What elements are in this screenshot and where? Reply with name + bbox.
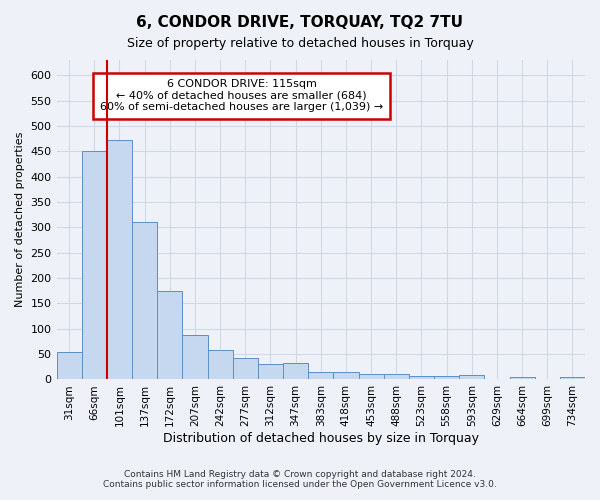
Bar <box>334 372 359 380</box>
Bar <box>308 372 334 380</box>
Bar <box>509 377 535 380</box>
Text: Contains HM Land Registry data © Crown copyright and database right 2024.
Contai: Contains HM Land Registry data © Crown c… <box>103 470 497 489</box>
Bar <box>182 335 208 380</box>
Bar <box>359 374 383 380</box>
Bar <box>459 376 484 380</box>
Bar <box>409 376 434 380</box>
Text: 6, CONDOR DRIVE, TORQUAY, TQ2 7TU: 6, CONDOR DRIVE, TORQUAY, TQ2 7TU <box>137 15 464 30</box>
Bar <box>383 374 409 380</box>
Bar <box>107 140 132 380</box>
Bar <box>258 364 283 380</box>
Text: Size of property relative to detached houses in Torquay: Size of property relative to detached ho… <box>127 38 473 51</box>
Bar <box>560 377 585 380</box>
Y-axis label: Number of detached properties: Number of detached properties <box>15 132 25 308</box>
Bar <box>82 152 107 380</box>
Bar <box>233 358 258 380</box>
Bar <box>132 222 157 380</box>
Bar <box>208 350 233 380</box>
Bar <box>157 290 182 380</box>
Bar <box>434 376 459 380</box>
Bar <box>56 352 82 380</box>
X-axis label: Distribution of detached houses by size in Torquay: Distribution of detached houses by size … <box>163 432 479 445</box>
Bar <box>283 363 308 380</box>
Text: 6 CONDOR DRIVE: 115sqm
← 40% of detached houses are smaller (684)
60% of semi-de: 6 CONDOR DRIVE: 115sqm ← 40% of detached… <box>100 79 383 112</box>
